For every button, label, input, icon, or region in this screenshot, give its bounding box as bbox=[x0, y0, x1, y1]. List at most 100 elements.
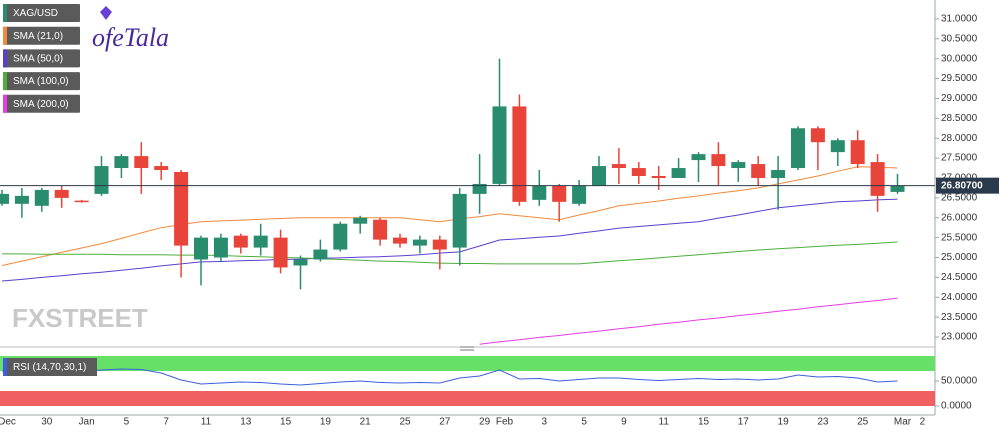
x-tick-label: 19 bbox=[320, 417, 332, 428]
last-price-label: 26.80700 bbox=[941, 180, 983, 191]
x-tick-label: 25 bbox=[399, 417, 411, 428]
y-tick-label: 24.0000 bbox=[941, 292, 978, 303]
candle-body bbox=[253, 235, 268, 248]
legend-swatch bbox=[3, 94, 7, 113]
candle-body bbox=[194, 237, 208, 260]
legend-swatch bbox=[3, 72, 7, 91]
x-tick-label: 15 bbox=[698, 417, 710, 428]
candle-body bbox=[213, 237, 228, 258]
legend-label: SMA (50,0) bbox=[13, 54, 63, 65]
candle-body bbox=[353, 217, 368, 224]
candle-body bbox=[333, 223, 348, 250]
candle-body bbox=[273, 237, 288, 268]
legend-box bbox=[3, 26, 80, 45]
candle-body bbox=[174, 172, 189, 246]
legend-box bbox=[3, 358, 97, 376]
logo-text: ofeTala bbox=[92, 23, 169, 52]
x-tick-label: Dec bbox=[0, 417, 16, 428]
x-tick-label: 19 bbox=[778, 417, 790, 428]
y-tick-label: 23.0000 bbox=[941, 332, 978, 343]
candle-body bbox=[850, 140, 865, 165]
candle-body bbox=[34, 189, 49, 206]
y-tick-label: 28.5000 bbox=[941, 113, 978, 124]
candle-body bbox=[432, 239, 447, 250]
rsi-band bbox=[0, 391, 935, 406]
candle-body bbox=[592, 166, 606, 186]
x-tick-label: 9 bbox=[621, 417, 627, 428]
candle-body bbox=[114, 156, 129, 169]
y-tick-label: 30.5000 bbox=[941, 33, 978, 44]
candle-body bbox=[14, 195, 29, 204]
y-tick-label: 28.0000 bbox=[941, 133, 978, 144]
logo-gem bbox=[100, 6, 112, 20]
x-tick-label: 11 bbox=[201, 417, 212, 428]
candle-body bbox=[74, 200, 89, 203]
x-tick-label: 5 bbox=[124, 417, 130, 428]
candle-body bbox=[810, 128, 825, 143]
candle-body bbox=[731, 162, 746, 169]
x-tick-label: 3 bbox=[542, 417, 548, 428]
x-tick-label: 30 bbox=[41, 417, 53, 428]
candle-body bbox=[552, 185, 567, 202]
candle-body bbox=[830, 140, 845, 153]
candle-body bbox=[890, 185, 905, 192]
candle-body bbox=[532, 185, 547, 200]
candle-body bbox=[293, 259, 308, 266]
candle-body bbox=[54, 189, 69, 198]
x-tick-label: 17 bbox=[738, 417, 750, 428]
y-tick-label: 50.0000 bbox=[941, 376, 978, 387]
x-tick-label: 7 bbox=[163, 417, 169, 428]
legend-label: SMA (100,0) bbox=[13, 76, 69, 87]
legend-swatch bbox=[3, 4, 7, 22]
y-tick-label: 26.5000 bbox=[941, 193, 978, 204]
candle-body bbox=[611, 164, 626, 169]
candle-body bbox=[572, 185, 587, 204]
y-tick-label: 23.5000 bbox=[941, 312, 978, 323]
x-tick-label: 11 bbox=[659, 417, 670, 428]
legend-label: RSI (14,70,30,1) bbox=[13, 362, 86, 373]
last-price-badge bbox=[936, 177, 999, 194]
x-tick-label: 21 bbox=[360, 417, 372, 428]
sma-line bbox=[1, 198, 898, 282]
candle-body bbox=[154, 166, 169, 171]
sma-line bbox=[479, 297, 898, 345]
candle-body bbox=[134, 156, 149, 169]
x-tick-label: 2 bbox=[920, 417, 926, 428]
candle-body bbox=[671, 168, 686, 178]
legend-box bbox=[3, 49, 80, 68]
candle-body bbox=[452, 193, 467, 248]
candle-body bbox=[492, 106, 507, 184]
y-tick-label: 27.5000 bbox=[941, 153, 978, 164]
x-tick-label: 29 bbox=[479, 417, 491, 428]
candle-body bbox=[393, 237, 407, 244]
candle-body bbox=[711, 154, 726, 167]
rsi-band bbox=[0, 356, 935, 371]
y-tick-label: 30.0000 bbox=[941, 53, 978, 64]
sma-line bbox=[2, 241, 898, 265]
resize-handle[interactable] bbox=[460, 346, 474, 351]
x-tick-label: 23 bbox=[817, 417, 829, 428]
candle-body bbox=[94, 166, 109, 194]
legend-label: SMA (21,0) bbox=[13, 31, 63, 42]
legend-swatch bbox=[3, 49, 7, 68]
candle-body bbox=[512, 106, 527, 202]
legend-box bbox=[3, 4, 80, 22]
x-tick-label: 25 bbox=[857, 417, 869, 428]
legend-label: SMA (200,0) bbox=[13, 99, 69, 110]
legend: XAG/USD SMA (21,0) SMA (50,0) SMA (100,0) SM… bbox=[3, 4, 80, 113]
legend-swatch bbox=[3, 26, 7, 45]
candle-body bbox=[373, 219, 388, 240]
candle-body bbox=[870, 162, 885, 196]
y-tick-label: 25.5000 bbox=[941, 232, 978, 243]
candle-body bbox=[771, 170, 786, 178]
legend-box bbox=[3, 72, 80, 91]
legend-label: XAG/USD bbox=[13, 8, 58, 19]
candle-body bbox=[651, 175, 666, 178]
sma-line bbox=[1, 166, 898, 266]
rsi-legend: RSI (14,70,30,1) bbox=[3, 358, 97, 376]
candle-body bbox=[472, 183, 487, 194]
x-tick-label: 27 bbox=[439, 417, 451, 428]
y-tick-label: 26.0000 bbox=[941, 212, 978, 223]
candle-body bbox=[631, 168, 646, 176]
